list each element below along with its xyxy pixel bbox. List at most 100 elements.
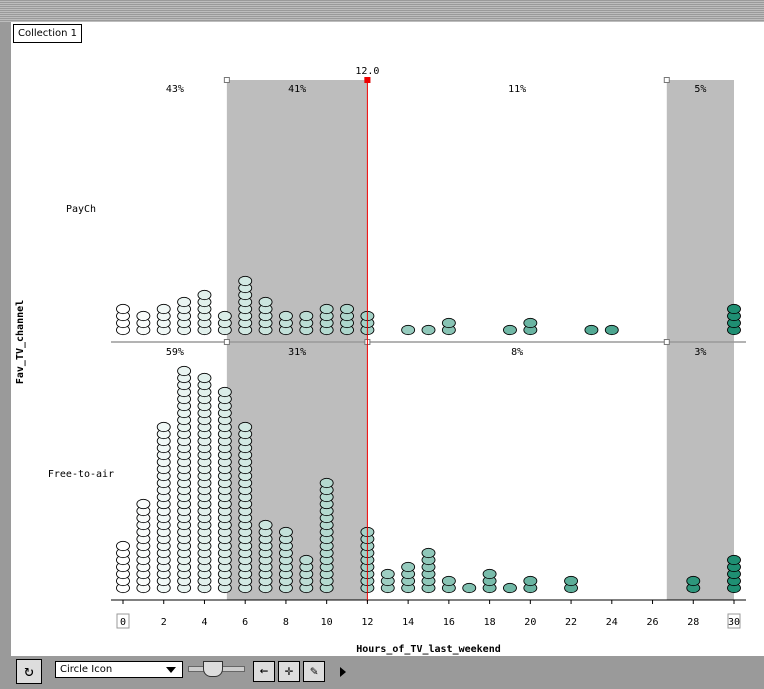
refresh-button[interactable]: ↻: [16, 659, 42, 684]
data-point[interactable]: [503, 324, 517, 336]
tab-strip: Collection 1: [11, 22, 764, 45]
group-label-free-to-air: Free-to-air: [48, 469, 114, 480]
dot-plot[interactable]: PayCh 43% 41% 11% 5% Free-to-air 59% 31% 8% 3% 12.…: [11, 44, 764, 656]
slider-thumb[interactable]: [203, 661, 223, 677]
data-point[interactable]: [503, 582, 517, 594]
marker-handle[interactable]: [364, 77, 371, 83]
data-point[interactable]: [523, 317, 538, 329]
data-point[interactable]: [441, 575, 456, 587]
data-point[interactable]: [238, 421, 253, 433]
plot-area[interactable]: PayCh 43% 41% 11% 5% Free-to-air 59% 31% 8% 3% 12.…: [11, 44, 764, 656]
region-percent: 5%: [694, 84, 706, 95]
data-point[interactable]: [523, 575, 538, 587]
region-percent: 11%: [508, 84, 526, 95]
region-percent: 8%: [511, 347, 523, 358]
data-point[interactable]: [564, 575, 579, 587]
crosshair-tool-button[interactable]: ✛: [278, 661, 300, 682]
tab-collection[interactable]: Collection 1: [13, 24, 83, 43]
x-tick-label: 14: [402, 617, 414, 628]
data-point[interactable]: [177, 365, 192, 377]
icon-type-dropdown[interactable]: Circle Icon: [55, 661, 183, 678]
data-point[interactable]: [217, 386, 232, 398]
data-point[interactable]: [462, 582, 477, 594]
arrow-left-icon: ←: [259, 663, 269, 679]
x-tick-label: 24: [606, 617, 618, 628]
data-point[interactable]: [116, 540, 130, 552]
x-tick-label: 16: [443, 617, 455, 628]
region-percent: 59%: [166, 347, 184, 358]
divider-handle[interactable]: [223, 77, 230, 83]
data-point[interactable]: [156, 421, 171, 433]
data-point[interactable]: [258, 519, 273, 531]
refresh-icon: ↻: [24, 661, 34, 680]
window-title-bar[interactable]: [0, 0, 764, 22]
data-point[interactable]: [258, 296, 273, 308]
pencil-icon: ✎: [310, 664, 318, 679]
data-point[interactable]: [238, 275, 253, 287]
data-point[interactable]: [319, 477, 334, 489]
play-icon[interactable]: [340, 667, 346, 677]
x-tick-label: 22: [565, 617, 577, 628]
x-tick-label: 2: [161, 617, 167, 628]
x-tick-label: 18: [484, 617, 496, 628]
divider-handle[interactable]: [223, 339, 230, 345]
data-point[interactable]: [197, 372, 212, 384]
x-tick-label: 10: [321, 617, 333, 628]
data-point[interactable]: [278, 526, 293, 538]
data-point[interactable]: [319, 303, 334, 315]
data-point[interactable]: [136, 498, 151, 510]
x-axis-title: Hours_of_TV_last_weekend: [356, 644, 501, 655]
data-point[interactable]: [421, 547, 436, 559]
region-percent: 31%: [288, 347, 306, 358]
x-tick-label: 0: [120, 617, 126, 628]
group-label-paych: PayCh: [66, 204, 96, 215]
data-point[interactable]: [727, 303, 741, 315]
data-point[interactable]: [299, 554, 314, 566]
data-point[interactable]: [584, 324, 599, 336]
data-point[interactable]: [421, 324, 436, 336]
data-point[interactable]: [401, 324, 416, 336]
x-tick-label: 8: [283, 617, 289, 628]
region-percent: 41%: [288, 84, 306, 95]
data-point[interactable]: [177, 296, 192, 308]
crosshair-icon: ✛: [284, 663, 294, 679]
x-tick-label: 20: [524, 617, 536, 628]
data-point[interactable]: [441, 317, 456, 329]
icon-type-value: Circle Icon: [60, 664, 113, 675]
x-tick-box[interactable]: [727, 613, 741, 629]
region-percent: 3%: [694, 347, 706, 358]
pencil-tool-button[interactable]: ✎: [303, 661, 325, 682]
data-point[interactable]: [686, 575, 701, 587]
x-tick-label: 26: [647, 617, 659, 628]
data-point[interactable]: [340, 303, 354, 315]
x-tick-label: 28: [687, 617, 699, 628]
divider-handle[interactable]: [663, 77, 670, 83]
x-tick-label: 12: [361, 617, 373, 628]
data-point[interactable]: [217, 310, 232, 322]
data-point[interactable]: [278, 310, 293, 322]
bottom-toolbar: ↻ Circle Icon ← ✛ ✎: [0, 656, 764, 689]
icon-size-slider[interactable]: [188, 661, 245, 677]
data-point[interactable]: [380, 568, 395, 580]
arrow-tool-button[interactable]: ←: [253, 661, 275, 682]
x-tick-label: 4: [201, 617, 207, 628]
data-point[interactable]: [136, 310, 151, 322]
data-point[interactable]: [299, 310, 314, 322]
data-point[interactable]: [197, 289, 212, 301]
data-point[interactable]: [401, 561, 416, 573]
region-percent: 43%: [166, 84, 184, 95]
data-point[interactable]: [604, 324, 619, 336]
marker-value-label: 12.0: [355, 66, 379, 77]
data-point[interactable]: [482, 568, 497, 580]
x-tick-box[interactable]: [116, 613, 130, 629]
divider-handle[interactable]: [663, 339, 670, 345]
data-point[interactable]: [116, 303, 130, 315]
chevron-down-icon: [166, 667, 176, 673]
x-tick-label: 6: [242, 617, 248, 628]
y-axis-title: Fav_TV_channel: [15, 300, 26, 384]
shaded-region: [666, 80, 734, 600]
data-point[interactable]: [156, 303, 171, 315]
window-left-border: [0, 22, 11, 656]
data-point[interactable]: [727, 554, 741, 566]
x-tick-label: 30: [728, 617, 740, 628]
